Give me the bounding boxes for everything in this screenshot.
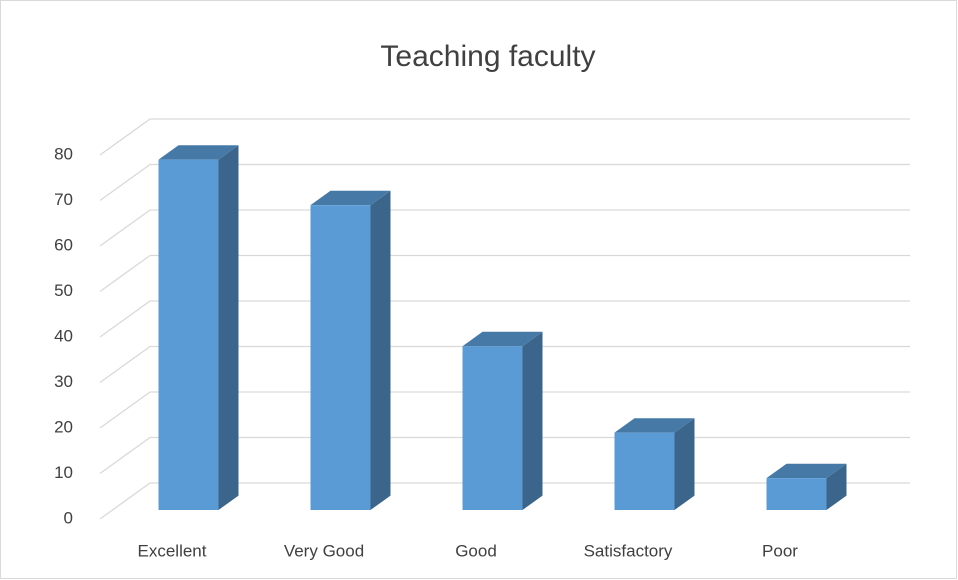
bar-side — [826, 463, 847, 510]
y-tick-label: 0 — [64, 508, 73, 527]
x-tick-label: Satisfactory — [584, 541, 673, 560]
grid-line — [99, 163, 910, 202]
bar-front — [158, 159, 219, 510]
bar-side — [370, 190, 391, 510]
bar — [614, 418, 695, 510]
y-tick-label: 60 — [54, 235, 73, 254]
bar-top — [310, 190, 391, 206]
bar — [158, 145, 239, 510]
grid-line — [99, 391, 910, 429]
bar-top — [614, 418, 695, 433]
bar — [766, 463, 847, 510]
bar — [462, 331, 543, 510]
bar-top — [766, 463, 847, 479]
grid-line — [99, 254, 910, 293]
bar-front — [766, 478, 827, 510]
y-tick-label: 40 — [54, 326, 73, 345]
chart-title: Teaching faculty — [380, 40, 595, 73]
x-tick-label: Excellent — [138, 541, 207, 560]
bar-side — [674, 418, 695, 510]
grid-line — [99, 118, 910, 156]
x-tick-label: Poor — [762, 541, 798, 560]
y-tick-label: 30 — [54, 372, 73, 391]
grid-line — [99, 345, 910, 384]
grid-line — [99, 300, 910, 338]
bar-side — [218, 145, 239, 510]
y-tick-label: 80 — [54, 144, 73, 163]
bar-front — [614, 432, 675, 510]
bar-top — [158, 145, 239, 160]
x-tick-label: Very Good — [284, 541, 364, 560]
bar-side — [522, 331, 543, 510]
y-tick-label: 50 — [54, 281, 73, 300]
x-tick-label: Good — [455, 541, 497, 560]
bar-front — [462, 346, 523, 510]
bar-top — [462, 331, 543, 347]
bar-front — [310, 205, 371, 510]
y-tick-label: 20 — [54, 417, 73, 436]
grid-line — [99, 209, 910, 247]
y-tick-label: 10 — [54, 463, 73, 482]
bar — [310, 190, 391, 510]
y-tick-label: 70 — [54, 190, 73, 209]
